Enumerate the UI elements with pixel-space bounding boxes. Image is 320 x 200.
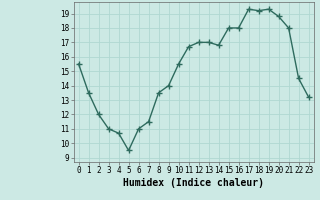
X-axis label: Humidex (Indice chaleur): Humidex (Indice chaleur) (123, 178, 264, 188)
